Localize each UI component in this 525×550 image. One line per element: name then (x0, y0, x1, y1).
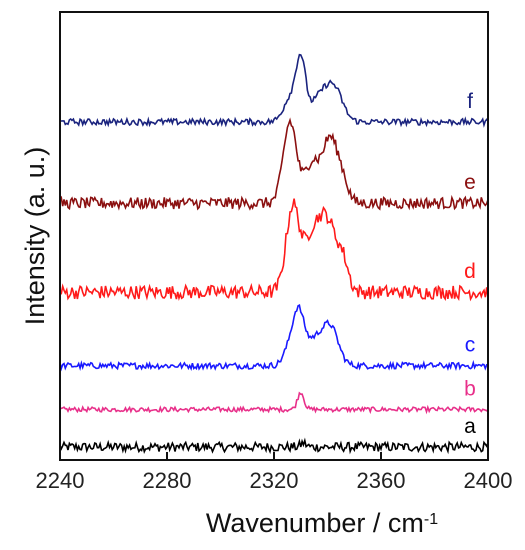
series-line-f (60, 53, 489, 128)
x-tick-label: 2240 (36, 468, 85, 493)
series-label-b: b (464, 378, 476, 401)
series-label-e: e (464, 171, 476, 194)
x-axis-title-superscript: -1 (424, 511, 438, 528)
x-tick-label: 2360 (357, 468, 406, 493)
series-labels: abc d e f (464, 90, 476, 438)
plot-frame (59, 11, 489, 461)
series-label-a: a (464, 415, 476, 438)
x-axis-title-main: Wavenumber / cm (206, 508, 424, 538)
series-label-c: c (465, 334, 476, 357)
x-axis-ticks: 2240 2280 2320 2360 2400 (36, 452, 513, 493)
series-label-f: f (467, 90, 473, 113)
series-line-c (59, 304, 489, 372)
y-axis-title: Intensity (a. u.) (20, 147, 50, 326)
x-tick-label: 2400 (464, 468, 513, 493)
x-axis-title: Wavenumber / cm-1 (206, 508, 438, 538)
series-traces (59, 53, 489, 455)
x-tick-label: 2320 (250, 468, 299, 493)
x-tick-label: 2280 (143, 468, 192, 493)
series-label-d: d (464, 260, 476, 283)
series-line-d (59, 198, 489, 302)
series-line-e (59, 117, 489, 211)
series-line-a (59, 437, 489, 455)
series-line-b (59, 391, 489, 415)
